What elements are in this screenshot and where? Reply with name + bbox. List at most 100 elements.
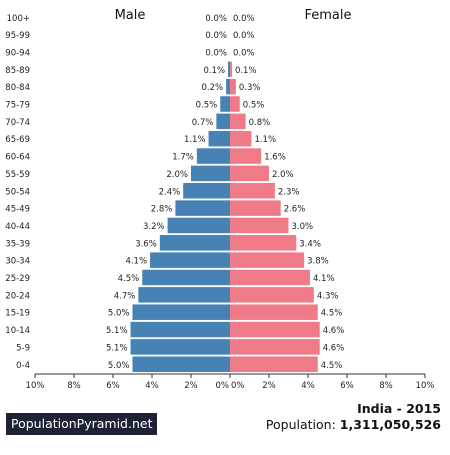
age-group-label: 70-74	[5, 118, 30, 128]
legend-female: Female	[304, 8, 351, 23]
male-value-label: 2.8%	[151, 205, 173, 215]
male-bar	[159, 235, 230, 251]
age-group-label: 65-69	[5, 135, 30, 145]
country-year: India - 2015	[357, 401, 441, 416]
male-bar	[226, 78, 230, 95]
female-value-label: 0.1%	[235, 66, 257, 76]
population-label: Population:	[265, 417, 336, 432]
age-group-label: 35-39	[5, 239, 30, 249]
male-value-label: 4.1%	[125, 257, 147, 267]
female-value-label: 2.6%	[284, 205, 306, 215]
female-bar	[230, 78, 236, 95]
age-group-label: 10-14	[5, 326, 30, 336]
female-bar	[230, 61, 232, 78]
male-value-label: 1.1%	[184, 135, 206, 145]
female-bar	[230, 339, 320, 355]
x-tick-label: 2%	[262, 381, 276, 391]
male-value-label: 0.1%	[203, 66, 225, 76]
female-value-label: 3.4%	[299, 239, 321, 249]
female-bar	[230, 96, 240, 112]
female-bar	[230, 217, 289, 234]
male-value-label: 0.0%	[205, 31, 227, 41]
age-group-label: 100+	[7, 14, 30, 24]
age-group-label: 20-24	[5, 291, 30, 301]
male-value-label: 2.4%	[159, 187, 181, 197]
male-bar	[167, 217, 230, 234]
female-bar	[230, 165, 269, 182]
male-value-label: 3.6%	[135, 239, 157, 249]
age-group-label: 85-89	[5, 66, 30, 76]
age-group-label: 45-49	[5, 205, 30, 215]
male-value-label: 2.0%	[166, 170, 188, 180]
male-value-label: 4.7%	[114, 291, 136, 301]
female-bar	[230, 113, 246, 130]
legend-male: Male	[115, 8, 146, 23]
female-bar	[230, 130, 252, 147]
male-value-label: 5.0%	[108, 309, 130, 319]
male-bar	[150, 252, 230, 268]
male-bar	[196, 148, 230, 164]
age-group-label: 5-9	[16, 343, 30, 353]
female-value-label: 1.6%	[264, 153, 286, 163]
male-bar	[130, 321, 230, 338]
female-bar	[230, 235, 297, 251]
male-bar	[138, 287, 230, 303]
age-group-label: 0-4	[16, 361, 30, 371]
male-value-label: 1.7%	[172, 153, 194, 163]
male-bar	[216, 113, 230, 130]
female-bar	[230, 304, 318, 320]
population-total: Population: 1,311,050,526	[266, 417, 441, 432]
female-value-label: 2.3%	[278, 187, 300, 197]
male-bar	[183, 183, 230, 199]
female-value-label: 4.6%	[323, 326, 345, 336]
female-bar	[230, 200, 281, 216]
male-bar	[142, 269, 230, 286]
male-bar	[130, 339, 230, 355]
female-value-label: 0.8%	[249, 118, 271, 128]
female-bar	[230, 321, 320, 338]
female-value-label: 0.0%	[233, 31, 255, 41]
female-bar	[230, 148, 262, 164]
female-value-label: 4.1%	[313, 274, 335, 284]
male-value-label: 0.7%	[192, 118, 214, 128]
x-tick-label: 10%	[26, 381, 45, 391]
female-value-label: 4.5%	[321, 309, 343, 319]
female-value-label: 0.5%	[243, 101, 265, 111]
male-value-label: 4.5%	[118, 274, 140, 284]
age-group-label: 55-59	[5, 170, 30, 180]
x-tick-label: 2%	[184, 381, 198, 391]
male-value-label: 0.5%	[196, 101, 218, 111]
male-value-label: 5.1%	[106, 343, 128, 353]
age-group-label: 75-79	[5, 101, 30, 111]
female-value-label: 3.0%	[292, 222, 314, 232]
male-bar	[132, 356, 230, 372]
male-value-label: 5.0%	[108, 361, 130, 371]
female-bar	[230, 356, 318, 372]
female-bar	[230, 183, 275, 199]
x-tick-label: 4%	[301, 381, 315, 391]
female-value-label: 4.5%	[321, 361, 343, 371]
age-group-label: 50-54	[5, 187, 30, 197]
female-value-label: 3.8%	[307, 257, 329, 267]
male-value-label: 0.0%	[205, 14, 227, 24]
male-value-label: 0.2%	[201, 83, 223, 93]
female-value-label: 1.1%	[254, 135, 276, 145]
female-value-label: 2.0%	[272, 170, 294, 180]
male-bar	[208, 130, 230, 147]
x-tick-label: 0%	[216, 381, 230, 391]
x-tick-label: 8%	[379, 381, 393, 391]
female-value-label: 0.3%	[239, 83, 261, 93]
female-value-label: 0.0%	[233, 48, 255, 58]
female-bar	[230, 287, 314, 303]
x-tick-label: 8%	[67, 381, 81, 391]
male-value-label: 0.0%	[205, 48, 227, 58]
age-group-label: 90-94	[5, 48, 30, 58]
male-bar	[191, 165, 230, 182]
male-value-label: 5.1%	[106, 326, 128, 336]
male-bar	[175, 200, 230, 216]
age-group-label: 30-34	[5, 257, 30, 267]
female-value-label: 0.0%	[233, 14, 255, 24]
x-tick-label: 4%	[145, 381, 159, 391]
female-value-label: 4.3%	[317, 291, 339, 301]
